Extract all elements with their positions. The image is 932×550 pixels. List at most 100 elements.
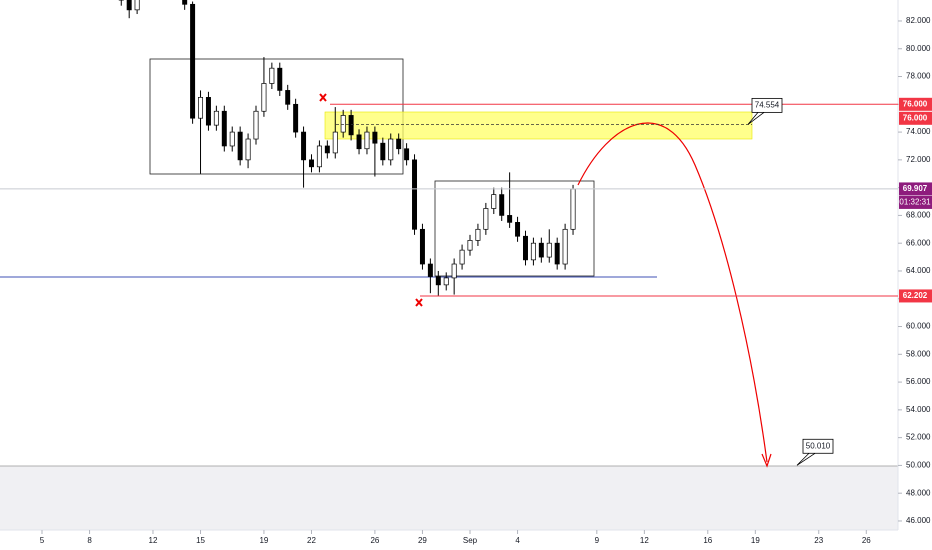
callout-label: 50.010 [806,441,831,450]
candle-body [396,138,402,150]
candle-body [126,0,132,11]
candle-body [388,138,394,161]
candle-body [190,3,196,119]
y-tick-label: 56.000 [906,377,931,386]
candle-body [205,97,211,126]
candle-body [507,215,513,223]
x-tick-label: 23 [814,536,823,545]
candle-body [213,110,219,126]
y-tick-label: 66.000 [906,238,931,247]
candle-body [356,134,362,150]
x-tick-label: 4 [515,536,520,545]
price-label-bg [899,182,932,196]
y-tick-label: 60.000 [906,322,931,331]
x-tick-label: 8 [87,536,92,545]
candle-body [198,97,204,119]
candle-body [269,67,275,84]
candle-body [364,131,370,150]
price-label: 76.000 [903,99,928,108]
projection-arrow [577,122,768,463]
candle-body [134,0,140,11]
candle-body [435,276,441,286]
candle-body [348,115,354,136]
x-tick-label: 26 [370,536,379,545]
candle-body [332,131,338,154]
y-tick-label: 64.000 [906,266,931,275]
candle-body [221,110,227,147]
candle-body [451,263,457,279]
x-tick-label: 16 [703,536,712,545]
callout-pointer [747,112,765,125]
range-box [434,180,595,277]
candle-body [308,159,314,168]
candle-body [277,67,283,91]
candle-body [419,228,425,265]
callout-label: 74.554 [755,100,780,109]
x-tick-label: 26 [862,536,871,545]
candle-body [340,115,346,133]
y-tick-label: 72.000 [906,155,931,164]
x-tick-label: 12 [640,536,649,545]
price-label-bg [899,97,932,111]
candle-body [546,242,552,258]
y-tick-label: 46.000 [906,516,931,525]
x-tick-label: 5 [40,536,45,545]
y-tick-label: 74.000 [906,127,931,136]
candle-body [515,222,521,237]
price-label: 69.907 [903,184,928,193]
y-tick-label: 50.000 [906,461,931,470]
x-tick-label: 22 [307,536,316,545]
candle-body [293,103,299,133]
candle-body [459,249,465,265]
candle-body [562,228,568,265]
y-tick-label: 58.000 [906,349,931,358]
x-tick-label: 9 [595,536,600,545]
price-label-bg [899,289,932,303]
price-label: 62.202 [903,291,928,300]
callout-box [751,97,783,113]
countdown: 01:32:31 [899,198,931,207]
candle-body [475,228,481,241]
y-tick-label: 80.000 [906,44,931,53]
arrow-head [761,453,772,468]
candle-body [570,188,576,230]
x-tick-label: 12 [149,536,158,545]
y-tick-label: 54.000 [906,405,931,414]
zone [0,466,898,530]
candle-body [491,194,497,209]
candle-body [182,0,188,5]
candle-body [522,235,528,261]
candle-body [245,138,251,161]
price-label: 76.000 [903,113,928,122]
candle-body [443,277,449,286]
candle-body [404,148,410,161]
countdown-bg [899,195,932,209]
candle-body [538,242,544,258]
candle-body [301,131,307,161]
candle-body [483,208,489,230]
candle-body [467,240,473,251]
x-mark [319,93,327,102]
candle-body [316,145,322,168]
candle-body [380,142,386,161]
y-tick-label: 48.000 [906,488,931,497]
y-tick-label: 52.000 [906,433,931,442]
candle-body [285,90,291,105]
callout-box [802,438,834,454]
price-label-bg [899,111,932,125]
x-tick-label: 19 [751,536,760,545]
y-tick-label: 78.000 [906,72,931,81]
candle-body [237,131,243,161]
y-tick-label: 68.000 [906,211,931,220]
y-tick-label: 82.000 [906,16,931,25]
candle-body [499,194,505,216]
candle-body [427,263,433,277]
candle-body [261,83,267,112]
x-mark [415,298,423,307]
x-tick-label: Sep [463,536,478,545]
x-tick-label: 29 [418,536,427,545]
zone-highlight [324,111,753,140]
candle-body [253,110,259,140]
x-tick-label: 15 [196,536,205,545]
